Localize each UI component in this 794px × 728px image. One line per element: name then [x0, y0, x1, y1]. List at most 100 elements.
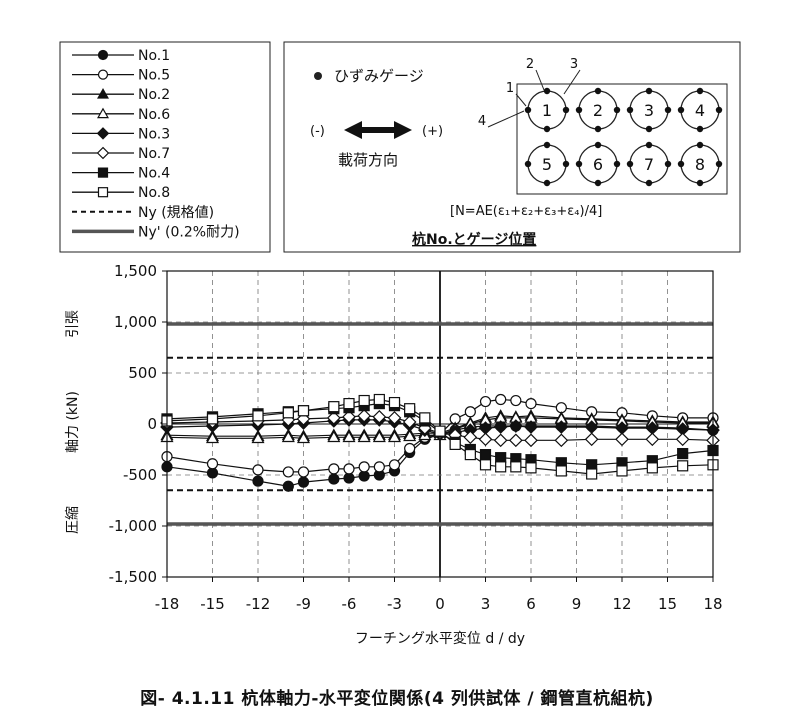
x-tick-label: -6: [342, 595, 357, 613]
y-tick-label: 1,500: [114, 262, 157, 280]
data-point: [205, 431, 220, 444]
y-tick-label: -1,000: [109, 517, 157, 535]
legend-entry: Ny' (0.2%耐力): [72, 224, 240, 240]
gauge-dot-icon: [696, 125, 704, 133]
legend-entry: No.4: [72, 166, 170, 182]
gauge-dot-icon: [626, 106, 634, 114]
pile-2: 2: [575, 87, 621, 133]
gauge-dot-icon: [594, 179, 602, 187]
legend-label: No.3: [138, 126, 170, 142]
pile-number: 2: [593, 101, 603, 120]
y-tick-label: -1,500: [109, 568, 157, 586]
y-tick-label: 500: [128, 364, 157, 382]
x-tick-label: -12: [246, 595, 271, 613]
data-point: [282, 466, 294, 478]
gauge-dot-icon: [677, 160, 685, 168]
pile-7: 7: [626, 141, 672, 187]
data-point: [478, 432, 493, 447]
data-point: [373, 393, 385, 406]
gauge-dot-icon: [645, 125, 653, 133]
gauge-dot-icon: [543, 179, 551, 187]
pile-number: 8: [695, 155, 705, 174]
data-point: [495, 452, 507, 464]
data-point: [508, 433, 523, 448]
legend-label: No.6: [138, 107, 170, 123]
data-point: [343, 463, 355, 475]
footing-outline: [516, 83, 728, 195]
gauge-number: 4: [478, 114, 486, 129]
legend-entry: No.7: [72, 146, 170, 162]
data-point: [328, 401, 340, 413]
data-point: [297, 405, 310, 417]
callout-line: [535, 69, 545, 91]
gauge-number: 2: [526, 57, 534, 72]
data-point: [525, 462, 537, 474]
gauge-dot-icon: [594, 125, 602, 133]
data-point: [419, 412, 431, 424]
pile-number: 4: [695, 101, 705, 120]
data-point: [464, 449, 476, 461]
data-point: [206, 413, 219, 425]
x-tick-label: 6: [526, 595, 536, 613]
data-point: [252, 464, 264, 476]
data-point: [388, 459, 401, 471]
data-point: [372, 430, 386, 443]
gauge-dot-icon: [664, 106, 672, 114]
gauge-dot-icon: [677, 106, 685, 114]
legend-entry: No.5: [72, 68, 170, 84]
data-point: [675, 432, 690, 447]
formula: [N=AE(ε₁+ε₂+ε₃+ε₄)/4]: [450, 204, 602, 219]
pile-number: 1: [542, 101, 552, 120]
gauge-dot-icon: [645, 87, 653, 95]
data-point: [251, 431, 265, 444]
data-point: [342, 430, 356, 443]
data-point: [434, 425, 446, 437]
y-axis-label: 軸力 (kN): [65, 391, 81, 453]
legend-marker: [97, 187, 109, 198]
data-point: [282, 407, 294, 419]
legend-label: No.5: [138, 68, 170, 84]
legend-label: No.7: [138, 146, 170, 162]
gauge-dot-icon: [543, 125, 551, 133]
gauge-dot-icon: [613, 106, 621, 114]
gauge-dot-icon: [645, 141, 653, 149]
pile-5: 5: [524, 141, 570, 187]
data-point: [554, 420, 569, 434]
gauge-dot-icon: [562, 160, 570, 168]
data-point: [645, 432, 660, 447]
data-point: [495, 393, 507, 406]
y-tick-label: 1,000: [114, 313, 157, 331]
x-tick-label: -18: [155, 595, 180, 613]
legend-label: No.2: [138, 87, 170, 103]
x-tick-label: 18: [703, 595, 722, 613]
gauge-dot-icon: [562, 106, 570, 114]
pile-number: 3: [644, 101, 654, 120]
data-point: [387, 430, 402, 443]
x-tick-label: -15: [200, 595, 225, 613]
x-tick-label: -9: [296, 595, 311, 613]
data-point: [510, 394, 522, 407]
legend-label: Ny (規格値): [138, 205, 214, 221]
plus-label: (+): [422, 124, 443, 139]
data-point: [677, 460, 689, 472]
legend-marker: [97, 107, 109, 119]
gauge-dot-icon: [715, 106, 723, 114]
data-point: [357, 430, 371, 443]
gauge-dot-icon: [314, 72, 322, 80]
gauge-dot-icon: [543, 141, 551, 149]
data-point: [404, 442, 416, 455]
legend-marker: [97, 167, 109, 178]
pile-1: 1: [524, 87, 570, 133]
gauge-callouts: 12 34: [478, 57, 581, 129]
data-point: [358, 461, 370, 473]
data-point: [479, 395, 492, 408]
gauge-dot-icon: [575, 106, 583, 114]
legend: No.1 No.5 No.2 No.6 No.3 No.7 No.4 No.8 Ny (規格値)…: [59, 41, 271, 253]
data-point: [328, 463, 340, 475]
data-point: [584, 432, 599, 447]
data-point: [326, 411, 341, 425]
data-point: [296, 431, 311, 444]
chart: -18 -15 -12 -9 -6 -3 0 3 6 9 12 15 18 1,500 1,000 500 0 -…: [65, 262, 723, 647]
data-point: [372, 410, 387, 424]
data-point: [252, 475, 264, 487]
